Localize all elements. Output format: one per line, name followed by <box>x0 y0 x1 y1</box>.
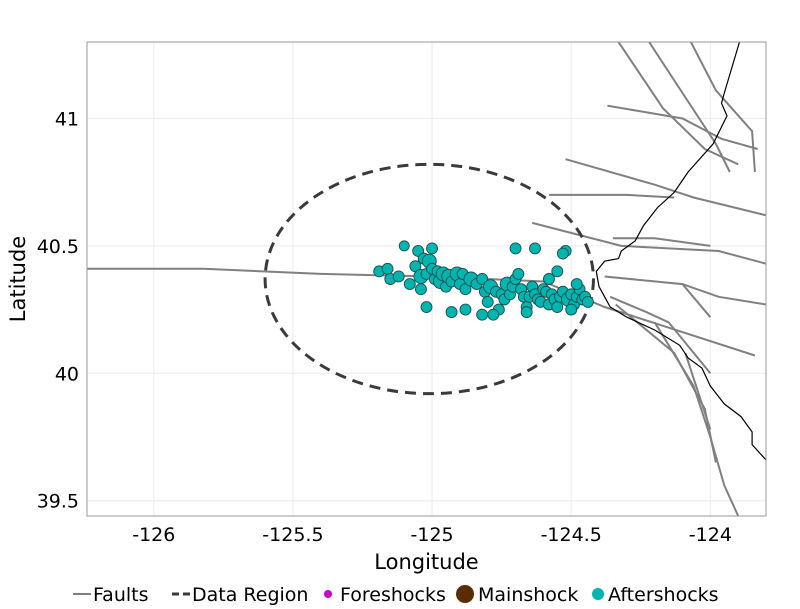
aftershock-point <box>392 270 405 283</box>
fault-line <box>609 295 712 374</box>
legend-item: Aftershocks <box>592 584 719 606</box>
legend-item: Foreshocks <box>324 584 446 606</box>
fault-line <box>684 352 712 430</box>
x-tick-label: -126 <box>132 524 175 546</box>
aftershock-point <box>581 295 594 308</box>
fault-line <box>648 42 731 173</box>
aftershock-point <box>542 273 555 285</box>
aftershock-point <box>398 240 410 252</box>
aftershock-point <box>512 267 525 280</box>
legend-key-point <box>456 585 474 603</box>
aftershock-point <box>529 242 541 255</box>
aftershock-point <box>459 303 472 316</box>
fault-line <box>604 275 766 306</box>
y-tick-label: 40.5 <box>37 236 79 258</box>
legend-key-point <box>592 588 604 600</box>
y-tick-labels: 39.5 40 40.5 41 <box>37 108 79 512</box>
legend-label: Data Region <box>192 584 308 606</box>
aftershock-point <box>426 242 439 255</box>
grid <box>87 42 766 516</box>
aftershock-point <box>551 265 564 278</box>
x-axis-title: Longitude <box>374 550 478 574</box>
aftershock-point <box>570 278 583 291</box>
fault-line <box>681 283 712 318</box>
fault-line <box>565 158 766 217</box>
aftershock-point <box>565 303 578 316</box>
aftershock-point <box>487 308 500 321</box>
aftershock-point <box>556 247 569 260</box>
x-tick-labels: -126 -125.5 -125 -124.5 -124 <box>132 524 732 546</box>
fault-line <box>653 321 740 516</box>
y-tick-label: 39.5 <box>37 491 79 513</box>
legend-item: Faults <box>73 584 149 606</box>
aftershock-point <box>403 278 416 291</box>
legend-label: Aftershocks <box>608 584 719 606</box>
y-axis-title: Latitude <box>6 236 30 322</box>
plot-border <box>86 41 767 517</box>
x-tick-label: -125.5 <box>262 524 323 546</box>
aftershock-point <box>509 242 522 255</box>
aftershock-point <box>445 306 458 319</box>
legend-item: Mainshock <box>456 584 578 606</box>
aftershock-point <box>481 295 494 308</box>
legend: Faults Data Region Foreshocks Mainshock Afte… <box>73 584 719 606</box>
data-region-circle <box>263 162 595 396</box>
aftershock-point <box>414 283 427 296</box>
fault-line <box>690 42 756 173</box>
aftershock-point <box>551 301 564 313</box>
points-layer <box>373 240 594 321</box>
aftershock-point <box>420 301 433 313</box>
legend-item: Data Region <box>172 584 308 606</box>
coastline <box>595 42 766 461</box>
aftershock-point <box>381 262 394 275</box>
legend-label: Faults <box>93 584 149 606</box>
fault-line <box>612 237 711 247</box>
legend-label: Foreshocks <box>340 584 446 606</box>
legend-label: Mainshock <box>478 584 578 606</box>
legend-key-point <box>324 590 332 598</box>
x-tick-label: -125 <box>411 524 454 546</box>
map-layer <box>87 42 766 516</box>
x-tick-label: -124 <box>689 524 732 546</box>
x-tick-label: -124.5 <box>541 524 602 546</box>
fault-line <box>548 193 675 199</box>
aftershock-point <box>520 306 533 319</box>
y-tick-label: 40 <box>55 363 79 385</box>
fault-line <box>531 221 766 265</box>
fault-line <box>607 104 758 150</box>
aftershock-point <box>476 308 489 321</box>
y-tick-label: 41 <box>55 108 79 130</box>
